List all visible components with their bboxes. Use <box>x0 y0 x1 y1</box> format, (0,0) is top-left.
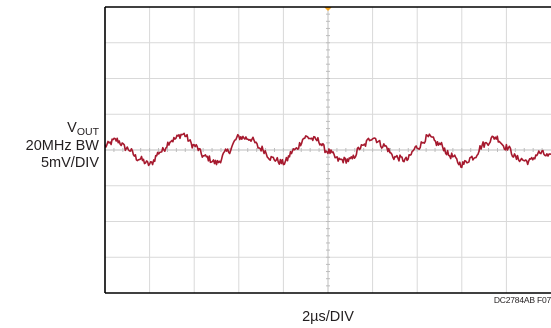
bandwidth-label: 20MHz BW <box>25 138 99 154</box>
grid <box>105 7 551 293</box>
vertical-scale-label: 5mV/DIV <box>40 155 99 171</box>
timebase-label: 2µs/DIV <box>302 309 354 325</box>
markers <box>324 7 332 11</box>
plot-frame <box>104 6 551 294</box>
figure-id-label: DC2784AB F07 <box>493 295 551 305</box>
traces <box>104 132 551 169</box>
trigger-marker <box>324 7 332 11</box>
trace-line <box>104 132 551 169</box>
signal-label: VOUT <box>67 120 99 138</box>
